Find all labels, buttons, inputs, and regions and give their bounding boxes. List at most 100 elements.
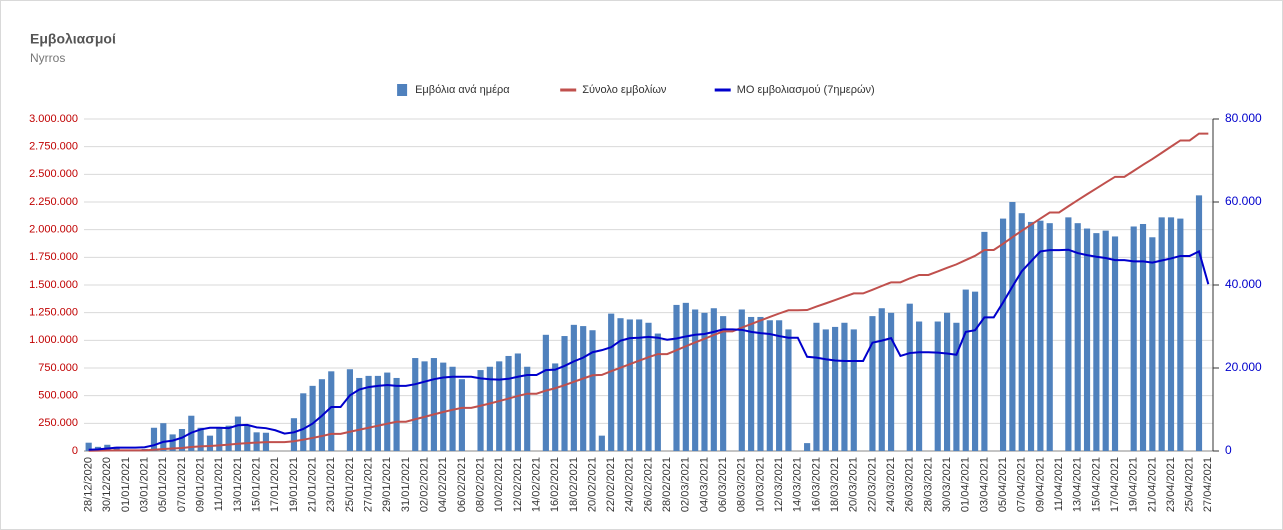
x-tick-label: 06/03/2021 (717, 457, 729, 512)
bar (328, 371, 335, 451)
x-tick-label: 03/01/2021 (139, 457, 151, 512)
x-tick-label: 25/04/2021 (1184, 457, 1196, 512)
bar (290, 418, 298, 451)
bar (869, 316, 876, 451)
x-tick-label: 02/03/2021 (680, 457, 692, 512)
bar (934, 321, 941, 451)
legend-label: Σύνολο εμβολίων (582, 84, 667, 96)
y-tick-label: 3.000.000 (29, 113, 78, 125)
x-tick-label: 05/04/2021 (997, 457, 1009, 512)
bar (216, 427, 223, 451)
y-tick-label: 2.000.000 (29, 224, 78, 236)
bar (878, 308, 885, 451)
bar (682, 302, 689, 451)
bar (1018, 213, 1025, 451)
bar (1027, 221, 1035, 451)
bar (943, 312, 951, 451)
x-tick-label: 27/01/2021 (362, 457, 374, 512)
x-tick-label: 23/04/2021 (1165, 457, 1177, 512)
y-tick-label: 2.250.000 (29, 196, 78, 208)
bar (1037, 220, 1044, 451)
bar (160, 423, 167, 451)
bar (505, 355, 512, 451)
x-tick-label: 17/04/2021 (1109, 457, 1121, 512)
bar (906, 303, 913, 451)
bar (916, 321, 923, 451)
x-tick-label: 24/02/2021 (624, 457, 636, 512)
bar (374, 375, 381, 451)
bar (999, 218, 1007, 451)
bar (673, 304, 680, 451)
bar (430, 358, 437, 451)
bar (776, 320, 783, 451)
x-tick-label: 15/01/2021 (251, 457, 263, 512)
bar (645, 322, 652, 451)
y-tick-label: 500.000 (38, 390, 78, 402)
x-tick-label: 22/03/2021 (866, 457, 878, 512)
x-tick-label: 11/01/2021 (213, 457, 225, 511)
x-tick-label: 16/03/2021 (810, 457, 822, 512)
line (88, 132, 1209, 452)
x-tick-label: 07/04/2021 (1016, 457, 1028, 512)
bar (1074, 223, 1081, 451)
bar (757, 316, 764, 451)
bar (197, 427, 204, 451)
bar (178, 429, 186, 451)
x-tick-label: 09/04/2021 (1034, 457, 1046, 512)
bar (365, 375, 372, 451)
bar (804, 443, 811, 451)
bar (477, 370, 484, 451)
bar (971, 291, 979, 451)
x-tick-label: 30/03/2021 (941, 457, 953, 512)
x-tick-label: 12/02/2021 (512, 457, 524, 512)
bar (1130, 226, 1137, 451)
x-tick-label: 11/04/2021 (1053, 457, 1065, 511)
line (88, 248, 1210, 451)
x-tick-label: 28/12/2020 (83, 457, 95, 512)
bar (356, 377, 363, 451)
bar (1149, 237, 1156, 451)
x-tick-label: 02/02/2021 (418, 457, 430, 512)
bar (580, 326, 587, 451)
x-tick-label: 21/01/2021 (307, 457, 319, 512)
bar (1046, 223, 1053, 451)
y2-tick-label: 40.000 (1225, 277, 1262, 291)
y-tick-label: 0 (72, 445, 78, 457)
x-tick-label: 13/01/2021 (232, 457, 244, 512)
bar (244, 425, 251, 451)
x-tick-label: 20/02/2021 (586, 457, 598, 512)
bar (1102, 230, 1109, 451)
x-tick-label: 10/03/2021 (754, 457, 766, 512)
bar (701, 312, 708, 451)
bar (300, 393, 307, 451)
x-tick-label: 22/02/2021 (605, 457, 617, 512)
bar (1083, 228, 1091, 451)
bar (962, 289, 969, 451)
bar (309, 385, 316, 451)
bar (1158, 217, 1165, 451)
bar (832, 326, 839, 451)
bar (346, 369, 354, 451)
y-tick-label: 1.500.000 (29, 279, 78, 291)
x-tick-label: 28/03/2021 (922, 457, 934, 512)
bar (720, 316, 727, 451)
bar (813, 322, 820, 451)
bar (1167, 217, 1175, 451)
bar (412, 358, 419, 451)
x-tick-label: 16/02/2021 (549, 457, 561, 512)
legend-swatch (397, 84, 408, 96)
x-tick-label: 04/02/2021 (437, 457, 449, 512)
bar (738, 309, 745, 451)
bar (598, 435, 605, 451)
bar (1195, 195, 1203, 451)
y-tick-label: 250.000 (38, 417, 78, 429)
x-tick-label: 08/02/2021 (474, 457, 486, 512)
x-tick-label: 07/01/2021 (176, 457, 188, 512)
bar (850, 329, 857, 451)
bar (785, 329, 792, 451)
x-tick-label: 14/02/2021 (530, 457, 542, 512)
bar (486, 366, 493, 451)
x-tick-label: 08/03/2021 (736, 457, 748, 512)
x-tick-label: 31/01/2021 (400, 457, 412, 512)
y-tick-label: 750.000 (38, 362, 78, 374)
